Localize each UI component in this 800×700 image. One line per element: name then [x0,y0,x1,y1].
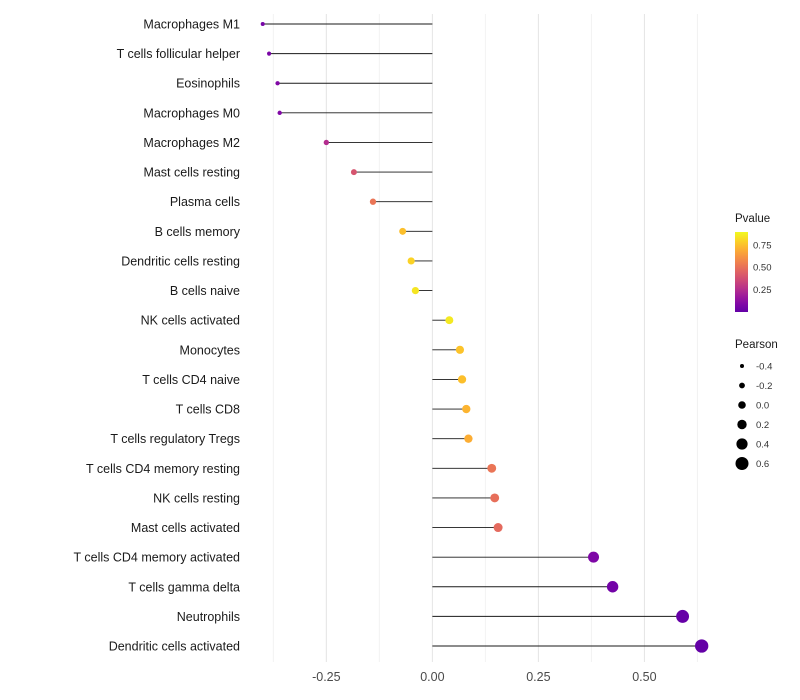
data-point [676,609,690,623]
category-label: Dendritic cells resting [121,254,240,268]
data-point [464,434,473,443]
category-label: T cells CD8 [176,403,240,417]
category-labels: Macrophages M1 T cells follicular helper E… [74,18,241,654]
pvalue-legend: Pvalue 0.75 0.50 0.25 [735,213,772,312]
pearson-legend-dot [735,457,749,470]
category-label: NK cells activated [141,314,240,328]
pvalue-colorbar [735,232,748,312]
category-label: Eosinophils [176,77,240,91]
pearson-legend-tick: 0.6 [756,459,769,470]
pearson-legend-tick: 0.0 [756,401,769,412]
category-label: T cells CD4 memory resting [86,462,240,476]
pvalue-legend-tick: 0.50 [753,263,772,274]
pvalue-legend-tick: 0.75 [753,240,772,251]
category-label: Plasma cells [170,195,240,209]
data-point [462,404,471,414]
data-point [493,523,503,533]
category-label: T cells follicular helper [117,47,240,61]
category-label: Macrophages M2 [143,136,240,150]
pearson-legend: Pearson -0.4 -0.2 0.0 0.2 0.4 0.6 [735,339,778,470]
data-point [399,227,407,235]
gridlines [272,14,698,662]
pearson-legend-tick: -0.2 [756,381,772,392]
data-point [487,463,497,473]
data-point [407,257,415,265]
category-label: Mast cells activated [131,521,240,535]
x-axis: -0.25 0.00 0.25 0.50 [312,670,657,684]
category-label: B cells naive [170,284,240,298]
pearson-legend-tick: 0.2 [756,420,769,431]
category-label: T cells CD4 memory activated [74,551,241,565]
data-point [369,198,377,205]
pvalue-legend-tick: 0.25 [753,285,772,296]
data-point [275,81,280,86]
data-point [277,110,282,116]
data-point [695,639,709,653]
category-label: Monocytes [180,343,240,357]
x-tick-label: -0.25 [312,670,341,684]
pearson-legend-dot [736,438,748,450]
data-point [411,286,420,295]
pvalue-legend-title: Pvalue [735,213,770,225]
category-label: T cells regulatory Tregs [110,432,240,446]
data-point [606,581,619,593]
data-points [260,22,709,653]
data-point [350,169,357,176]
pearson-legend-dot [738,401,746,409]
data-point [455,345,465,354]
x-tick-label: 0.50 [632,670,656,684]
pearson-legend-tick: 0.4 [756,440,769,451]
category-label: T cells CD4 naive [142,373,240,387]
data-point [260,22,265,26]
category-label: B cells memory [155,225,241,239]
pearson-legend-dot [739,382,745,389]
data-point [588,551,600,563]
category-label: Dendritic cells activated [109,640,240,654]
data-point [267,51,272,56]
data-point [323,139,330,146]
category-label: Macrophages M1 [143,18,240,32]
pearson-legend-dot [740,364,744,368]
pearson-legend-dot [737,419,747,430]
category-label: T cells gamma delta [128,580,240,594]
category-label: Mast cells resting [143,166,240,180]
category-label: Macrophages M0 [143,106,240,120]
category-label: NK cells resting [153,491,240,505]
x-tick-label: 0.25 [526,670,550,684]
x-tick-label: 0.00 [420,670,444,684]
data-point [445,316,454,325]
pearson-legend-title: Pearson [735,339,778,351]
stems [262,23,702,647]
pearson-legend-tick: -0.4 [756,362,772,373]
data-point [490,493,500,503]
category-label: Neutrophils [177,610,240,624]
data-point [457,375,467,384]
